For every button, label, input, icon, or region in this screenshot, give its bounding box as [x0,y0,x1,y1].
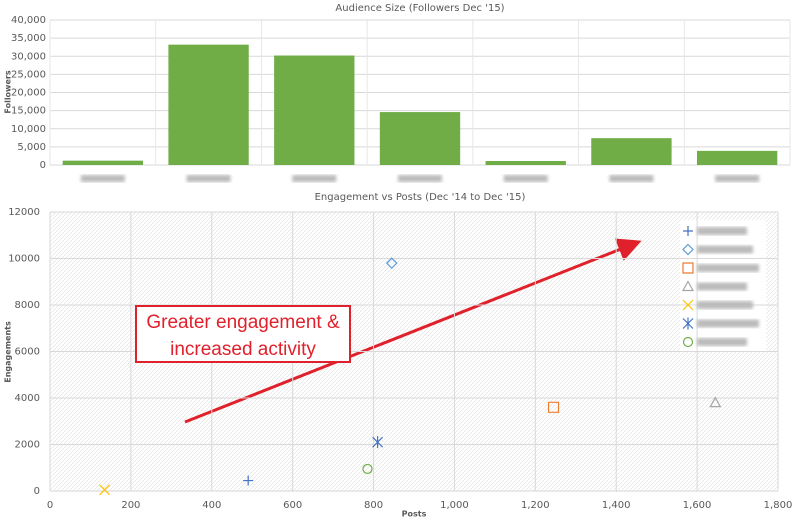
category-label-blurred [609,175,653,182]
y-tick-label: 5,000 [17,142,46,153]
bar [274,56,354,165]
chart-title: Audience Size (Followers Dec '15) [335,3,504,14]
bar [63,161,143,165]
category-label-blurred [398,175,442,182]
y-axis-label: Engagements [4,321,13,383]
y-tick-label: 0 [40,160,46,171]
x-tick-label: 1,800 [764,500,793,511]
legend-label-blurred [697,301,753,309]
y-tick-label: 10000 [8,254,40,265]
legend-label-blurred [697,283,747,291]
y-tick-label: 35,000 [11,33,46,44]
bar [380,112,460,165]
x-tick-label: 1,000 [440,500,469,511]
category-label-blurred [504,175,548,182]
y-tick-label: 4000 [15,393,40,404]
category-label-blurred [187,175,231,182]
legend-label-blurred [697,264,759,272]
x-tick-label: 1,200 [521,500,550,511]
y-tick-label: 12000 [8,207,40,218]
legend-label-blurred [697,227,747,235]
y-tick-label: 10,000 [11,124,46,135]
y-tick-label: 6000 [15,347,40,358]
bar [591,138,671,165]
legend-label-blurred [697,338,747,346]
chart-title: Engagement vs Posts (Dec '14 to Dec '15) [315,192,526,203]
x-tick-label: 400 [202,500,221,511]
y-tick-label: 40,000 [11,15,46,26]
bar [486,161,566,165]
legend-label-blurred [697,246,753,254]
bar [697,151,777,165]
annotation: Greater engagement & increased activity [135,305,351,363]
y-tick-label: 20,000 [11,88,46,99]
x-tick-label: 1,600 [683,500,712,511]
y-tick-label: 30,000 [11,51,46,62]
y-tick-label: 2000 [15,440,40,451]
x-tick-label: 200 [121,500,140,511]
x-axis-label: Posts [402,510,427,519]
category-label-blurred [81,175,125,182]
category-label-blurred [715,175,759,182]
y-tick-label: 8000 [15,300,40,311]
category-label-blurred [292,175,336,182]
bar [168,45,248,165]
x-tick-label: 0 [47,500,53,511]
y-tick-label: 0 [34,486,40,497]
x-tick-label: 1,400 [602,500,631,511]
x-tick-label: 800 [364,500,383,511]
y-tick-label: 15,000 [11,106,46,117]
x-tick-label: 600 [283,500,302,511]
y-tick-label: 25,000 [11,69,46,80]
legend-label-blurred [697,320,759,328]
